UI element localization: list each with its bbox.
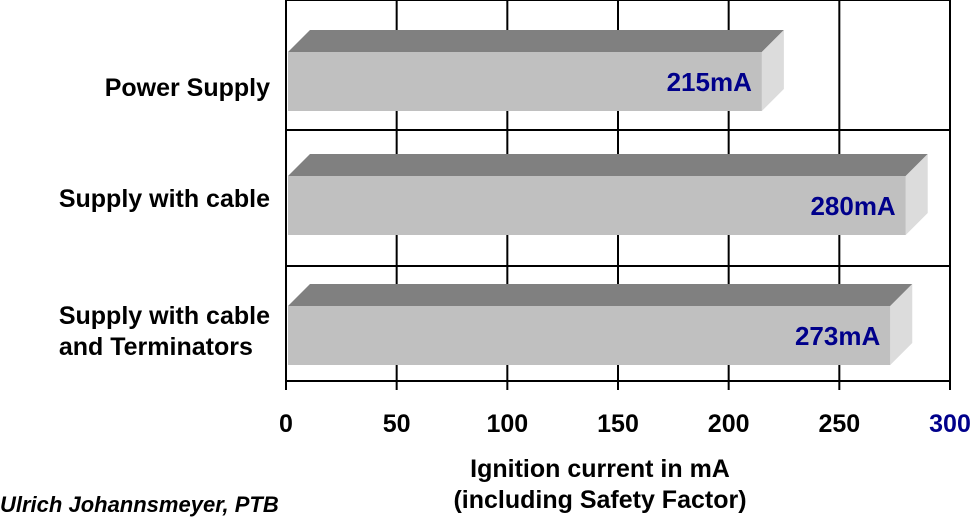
bar: [288, 52, 762, 111]
x-tick-label: 0: [279, 410, 293, 438]
bar-side-face: [905, 154, 928, 235]
bar-side-face: [761, 30, 784, 111]
x-axis-title: Ignition current in mA (including Safety…: [420, 454, 780, 516]
category-label-supply-with-cable: Supply with cable: [58, 185, 270, 213]
author-credit: Ulrich Johannsmeyer, PTB: [0, 492, 279, 517]
x-axis-title-line-1: Ignition current in mA: [470, 455, 730, 483]
bar-value-label: 215mA: [667, 67, 752, 97]
x-tick-label: 250: [818, 410, 860, 438]
bar-side-face: [890, 284, 913, 365]
bar-value-label: 273mA: [795, 321, 880, 351]
bar-value-label: 280mA: [810, 191, 895, 221]
x-axis-title-line-2: (including Safety Factor): [453, 486, 747, 514]
bar-top-face: [288, 284, 913, 306]
category-label-power-supply: Power Supply: [104, 74, 270, 102]
x-tick-label: 200: [708, 410, 750, 438]
bar: [288, 306, 891, 365]
x-tick-label: 100: [486, 410, 528, 438]
category-label-supply-with-cable-terminators: Supply with cable and Terminators: [59, 301, 270, 363]
category-label-line-2: and Terminators: [58, 333, 253, 361]
category-label-line-1: Supply with cable: [58, 302, 270, 330]
bar-top-face: [288, 30, 784, 52]
x-tick-label: 150: [597, 410, 639, 438]
bar-top-face: [288, 154, 928, 176]
bar: [288, 176, 906, 235]
x-tick-label: 50: [383, 410, 411, 438]
x-tick-label: 300: [929, 410, 971, 438]
